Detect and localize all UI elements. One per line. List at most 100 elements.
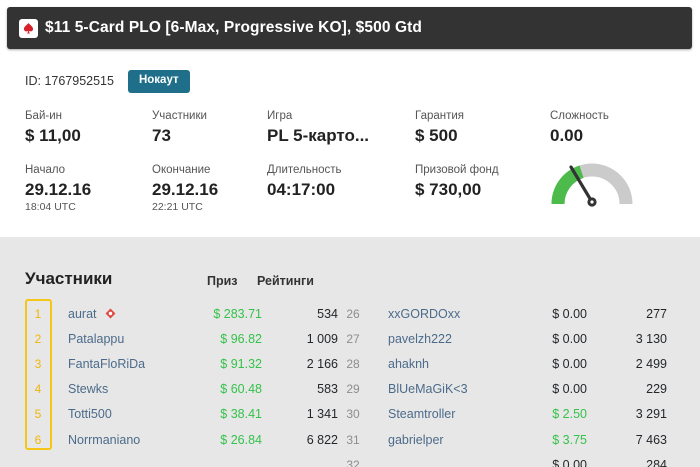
table-row: 32 $ 0.00 284 <box>340 452 685 467</box>
player-name: ahaknh <box>388 356 430 371</box>
row-prize: $ 0.00 <box>552 306 587 321</box>
table-row: 26 xxGORDOxx $ 0.00 277 <box>340 301 685 326</box>
participants-panel: Участники Приз Рейтинги 1 aurat <box>0 237 700 467</box>
table-row: 3 FantaFloRiDa $ 91.32 2 166 <box>25 351 340 376</box>
row-prize: $ 3.75 <box>552 432 587 447</box>
tournament-id-row: ID: 1767952515 Нокаут <box>25 70 190 93</box>
row-rating: 277 <box>646 306 667 321</box>
row-rank: 28 <box>346 356 360 371</box>
player-name: Patalappu <box>68 331 125 346</box>
row-rank: 30 <box>346 407 360 422</box>
stat-value: 29.12.16 <box>25 179 92 199</box>
stat-value: 29.12.16 <box>152 179 219 199</box>
knockout-badge: Нокаут <box>127 70 190 93</box>
row-prize: $ 60.48 <box>220 382 262 397</box>
stat-end: Окончание 29.12.16 22:21 UTC <box>152 164 218 214</box>
stat-value: $ 11,00 <box>25 125 81 145</box>
row-player[interactable]: BlUeMaGiK<3 <box>388 382 468 396</box>
stat-label: Начало <box>25 164 66 176</box>
row-rank: 27 <box>346 331 360 346</box>
row-rating: 1 341 <box>306 407 338 422</box>
player-name: Totti500 <box>68 407 112 422</box>
table-row: 28 ahaknh $ 0.00 2 499 <box>340 351 685 376</box>
stat-label: Длительность <box>267 164 342 176</box>
row-rating: 6 822 <box>306 432 338 447</box>
stat-buyin: Бай-ин $ 11,00 <box>25 110 81 145</box>
row-player[interactable]: Steamtroller <box>388 407 455 421</box>
player-name: Stewks <box>68 382 109 397</box>
row-player[interactable]: xxGORDOxx <box>388 307 460 321</box>
stat-label: Призовой фонд <box>415 164 499 176</box>
row-prize: $ 0.00 <box>552 356 587 371</box>
stats-row-primary: Бай-ин $ 11,00 Участники 73 Игра PL 5-ка… <box>25 110 675 160</box>
row-rank: 32 <box>346 457 360 467</box>
row-rating: 534 <box>317 306 338 321</box>
stat-label: Игра <box>267 110 293 122</box>
row-player[interactable]: ahaknh <box>388 357 429 371</box>
row-rank: 6 <box>34 432 42 447</box>
stat-label: Сложность <box>550 110 609 122</box>
stat-value: $ 500 <box>415 125 458 145</box>
row-player[interactable]: Totti500 <box>68 407 112 421</box>
player-name: aurat <box>68 306 97 321</box>
tournament-stats: Бай-ин $ 11,00 Участники 73 Игра PL 5-ка… <box>25 110 675 214</box>
row-player[interactable]: pavelzh222 <box>388 332 452 346</box>
tournament-title: $11 5-Card PLO [6-Max, Progressive KO], … <box>45 19 422 36</box>
stat-guarantee: Гарантия $ 500 <box>415 110 464 145</box>
player-name: FantaFloRiDa <box>68 356 146 371</box>
stat-prizepool: Призовой фонд $ 730,00 <box>415 164 499 199</box>
row-prize: $ 0.00 <box>552 382 587 397</box>
stat-label: Окончание <box>152 164 211 176</box>
stat-difficulty: Сложность 0.00 <box>550 110 609 145</box>
row-prize: $ 0.00 <box>552 331 587 346</box>
table-row: 2 Patalappu $ 96.82 1 009 <box>25 326 340 351</box>
row-rating: 1 009 <box>306 331 338 346</box>
row-prize: $ 96.82 <box>220 331 262 346</box>
stat-subvalue: 18:04 UTC <box>25 201 76 214</box>
knockout-bounty-icon <box>105 308 116 319</box>
row-rank: 26 <box>346 306 360 321</box>
player-name: Steamtroller <box>388 407 456 422</box>
stat-start: Начало 29.12.16 18:04 UTC <box>25 164 91 214</box>
player-name: Norrmaniano <box>68 432 141 447</box>
table-row: 6 Norrmaniano $ 26.84 6 822 <box>25 427 340 452</box>
stat-label: Участники <box>152 110 207 122</box>
stat-game: Игра PL 5-карто... <box>267 110 369 145</box>
row-player[interactable]: FantaFloRiDa <box>68 357 145 371</box>
row-player[interactable]: gabrielper <box>388 433 444 447</box>
row-player[interactable]: Stewks <box>68 382 108 396</box>
stat-subvalue: 22:21 UTC <box>152 201 203 214</box>
row-rank: 4 <box>34 382 42 397</box>
tournament-id: ID: 1767952515 <box>25 74 114 89</box>
column-header-prize: Приз <box>207 274 238 288</box>
row-prize: $ 91.32 <box>220 356 262 371</box>
table-row: 30 Steamtroller $ 2.50 3 291 <box>340 402 685 427</box>
difficulty-gauge-icon <box>550 162 640 210</box>
row-rating: 3 291 <box>635 407 667 422</box>
column-header-rating: Рейтинги <box>257 274 314 288</box>
pokerstars-spade-icon <box>19 18 38 38</box>
row-prize: $ 2.50 <box>552 407 587 422</box>
participants-heading: Участники <box>25 269 113 288</box>
table-row: 29 BlUeMaGiK<3 $ 0.00 229 <box>340 377 685 402</box>
stat-value: 0.00 <box>550 125 584 145</box>
row-prize: $ 283.71 <box>213 306 262 321</box>
row-player[interactable]: Patalappu <box>68 332 124 346</box>
row-rating: 229 <box>646 382 667 397</box>
row-player[interactable]: aurat <box>68 307 116 321</box>
stat-duration: Длительность 04:17:00 <box>267 164 342 199</box>
player-name: pavelzh222 <box>388 331 452 346</box>
row-rating: 3 130 <box>635 331 667 346</box>
stat-value: PL 5-карто... <box>267 125 370 145</box>
row-prize: $ 26.84 <box>220 432 262 447</box>
row-rank: 5 <box>34 407 42 422</box>
table-row: 5 Totti500 $ 38.41 1 341 <box>25 402 340 427</box>
stat-value: $ 730,00 <box>415 179 482 199</box>
table-row: 1 aurat $ 283.71 534 <box>25 301 340 326</box>
player-name: xxGORDOxx <box>388 306 461 321</box>
player-name: gabrielper <box>388 432 444 447</box>
row-rank: 3 <box>34 356 42 371</box>
row-player[interactable]: Norrmaniano <box>68 433 140 447</box>
row-rating: 583 <box>317 382 338 397</box>
